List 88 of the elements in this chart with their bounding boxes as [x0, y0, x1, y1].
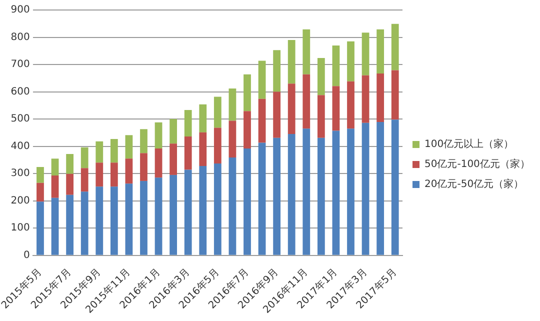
bar: [51, 175, 59, 198]
bar: [140, 129, 148, 154]
bar: [258, 60, 266, 99]
bar: [288, 40, 296, 84]
bar: [362, 122, 370, 255]
bar: [273, 138, 281, 255]
y-tick-label: 200: [10, 195, 30, 206]
bar: [347, 41, 354, 82]
y-tick-label: 100: [10, 222, 30, 234]
y-tick-label: 600: [10, 86, 30, 98]
bar: [125, 184, 133, 255]
bar: [302, 128, 310, 255]
bar: [96, 141, 104, 163]
bar: [199, 132, 207, 166]
bar: [214, 164, 222, 255]
bar: [273, 50, 281, 92]
bar: [170, 174, 178, 255]
bar: [140, 180, 148, 255]
bar: [302, 29, 310, 74]
bar: [51, 158, 59, 176]
bar: [110, 162, 118, 187]
bar: [332, 86, 340, 131]
bar: [80, 168, 88, 192]
legend-label: 50亿元-100亿元（家）: [424, 158, 530, 170]
y-tick-label: 800: [10, 32, 30, 43]
bar: [199, 166, 207, 255]
bar: [214, 128, 222, 164]
bar: [110, 138, 118, 163]
y-tick-label: 700: [10, 59, 30, 70]
bar: [362, 32, 370, 76]
bar: [80, 147, 88, 168]
bar: [302, 74, 310, 129]
bar: [36, 167, 44, 183]
bar: [258, 142, 266, 255]
bar: [362, 75, 370, 123]
y-tick-label: 900: [10, 4, 30, 16]
bar: [288, 84, 296, 134]
bar: [125, 135, 133, 159]
legend-label: 100亿元以上（家）: [424, 138, 514, 150]
bar: [214, 96, 222, 128]
bar: [347, 81, 354, 129]
bar: [66, 194, 74, 255]
bar: [317, 138, 325, 255]
y-tick-label: 400: [10, 140, 30, 152]
bar: [154, 122, 162, 149]
bar: [228, 158, 236, 255]
y-tick-label: 300: [10, 168, 30, 180]
bar: [110, 186, 118, 255]
bar: [184, 110, 192, 137]
bar: [244, 148, 251, 255]
bar: [228, 120, 236, 158]
bar: [273, 92, 281, 138]
bar: [66, 174, 74, 195]
bar: [376, 122, 384, 255]
bar: [376, 29, 384, 74]
bar: [170, 119, 178, 144]
bar: [125, 158, 133, 184]
bar: [288, 134, 296, 255]
bar: [36, 202, 44, 255]
bar: [228, 88, 236, 121]
bar: [376, 74, 384, 122]
bar: [391, 24, 399, 70]
bar: [66, 154, 74, 174]
bar: [154, 178, 162, 255]
bar: [391, 120, 399, 255]
bar: [154, 148, 162, 178]
bar: [317, 95, 325, 138]
bar: [199, 104, 207, 132]
bar: [184, 136, 192, 170]
bar: [391, 70, 399, 120]
bar: [36, 182, 44, 202]
bar: [170, 144, 178, 175]
bar: [184, 170, 192, 255]
bar: [51, 198, 59, 255]
bar: [80, 192, 88, 255]
y-tick-label: 500: [10, 114, 30, 125]
bar: [96, 186, 104, 255]
bar: [347, 128, 354, 255]
legend-label: 20亿元-50亿元（家）: [424, 178, 524, 190]
bar: [140, 153, 148, 181]
bar: [332, 130, 340, 255]
bar: [96, 162, 104, 187]
bar: [317, 58, 325, 96]
bar: [244, 74, 251, 112]
y-tick-label: 0: [23, 250, 30, 261]
bar: [258, 98, 266, 143]
bar: [244, 111, 251, 149]
bar: [332, 45, 340, 86]
